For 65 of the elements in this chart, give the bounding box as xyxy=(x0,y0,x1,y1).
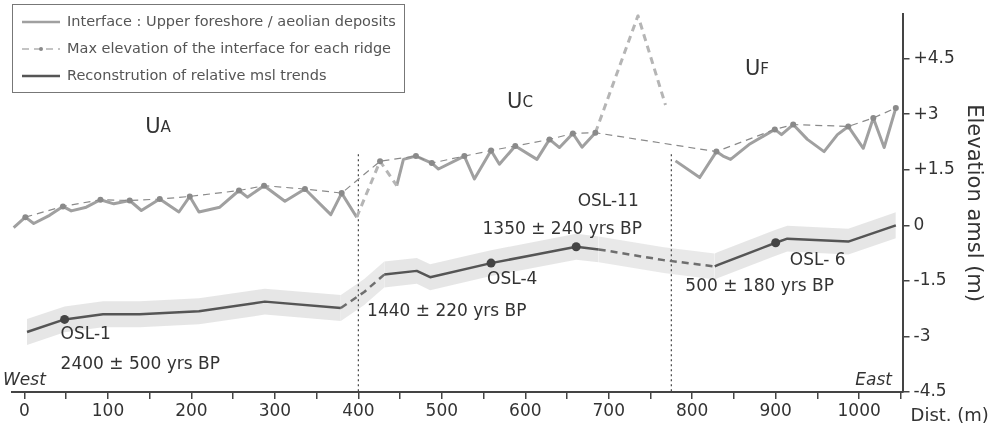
x-tick-label: 0 xyxy=(19,399,30,420)
y-tick-label: -4.5 xyxy=(913,380,947,401)
point xyxy=(301,186,308,193)
y-tick-label: -3 xyxy=(913,324,931,345)
point xyxy=(790,121,797,128)
point xyxy=(22,214,29,221)
annotation: West xyxy=(3,369,48,390)
x-tick-label: 100 xyxy=(91,399,125,420)
point xyxy=(126,197,133,204)
y-tick-label: +1.5 xyxy=(913,158,955,179)
point xyxy=(569,130,576,137)
y-axis-title: Elevation amsl (m) xyxy=(962,104,987,303)
point xyxy=(186,193,193,200)
annotation: UF xyxy=(744,56,770,81)
annotation: 1440 ± 220 yrs BP xyxy=(367,299,527,320)
point xyxy=(713,148,720,155)
y-tick-label: +4.5 xyxy=(913,47,955,68)
annotation: OSL-1 xyxy=(60,322,111,343)
point xyxy=(377,158,384,165)
x-tick-label: 1000 xyxy=(837,399,881,420)
annotation: 2400 ± 500 yrs BP xyxy=(60,352,220,373)
annotation: OSL-11 xyxy=(577,190,639,211)
y-tick-label: -1.5 xyxy=(913,269,947,290)
annotation: OSL- 6 xyxy=(789,249,846,270)
point xyxy=(236,187,243,194)
point xyxy=(59,203,66,210)
y-tick-label: 0 xyxy=(913,213,925,234)
point xyxy=(771,238,781,248)
point xyxy=(97,196,104,203)
point xyxy=(845,123,852,130)
point xyxy=(428,160,435,167)
x-tick-label: 900 xyxy=(759,399,792,420)
point xyxy=(571,242,581,252)
point xyxy=(486,258,496,268)
legend-label: Max elevation of the interface for each ridge xyxy=(67,39,392,58)
point xyxy=(412,153,419,160)
point xyxy=(771,126,778,133)
point xyxy=(892,104,899,111)
x-tick-label: 500 xyxy=(425,399,459,420)
point xyxy=(60,314,70,324)
x-tick-label: 400 xyxy=(342,399,375,420)
point xyxy=(592,129,599,136)
x-tick-label: 800 xyxy=(675,399,709,420)
point xyxy=(512,143,519,150)
legend-label: Reconstrution of relative msl trends xyxy=(67,66,327,85)
x-tick-label: 700 xyxy=(592,399,625,420)
annotation: OSL-4 xyxy=(487,267,538,288)
point xyxy=(461,153,468,160)
point xyxy=(546,136,553,143)
point xyxy=(261,182,268,189)
annotation: 1350 ± 240 yrs BP xyxy=(482,218,642,239)
x-tick-label: 200 xyxy=(175,399,208,420)
legend-label: Interface : Upper foreshore / aeolian deposits xyxy=(67,12,396,31)
point xyxy=(870,114,877,121)
point xyxy=(156,196,163,203)
annotation: UC xyxy=(507,89,533,114)
x-tick-label: 300 xyxy=(258,399,292,420)
y-tick-label: +3 xyxy=(913,102,939,123)
annotation: UA xyxy=(145,114,172,139)
point xyxy=(488,147,495,154)
x-axis-title: Dist. (m) xyxy=(910,403,989,425)
x-tick-label: 600 xyxy=(509,399,542,420)
point xyxy=(338,190,345,197)
annotation: East xyxy=(855,369,894,390)
annotation: 500 ± 180 yrs BP xyxy=(685,275,834,296)
